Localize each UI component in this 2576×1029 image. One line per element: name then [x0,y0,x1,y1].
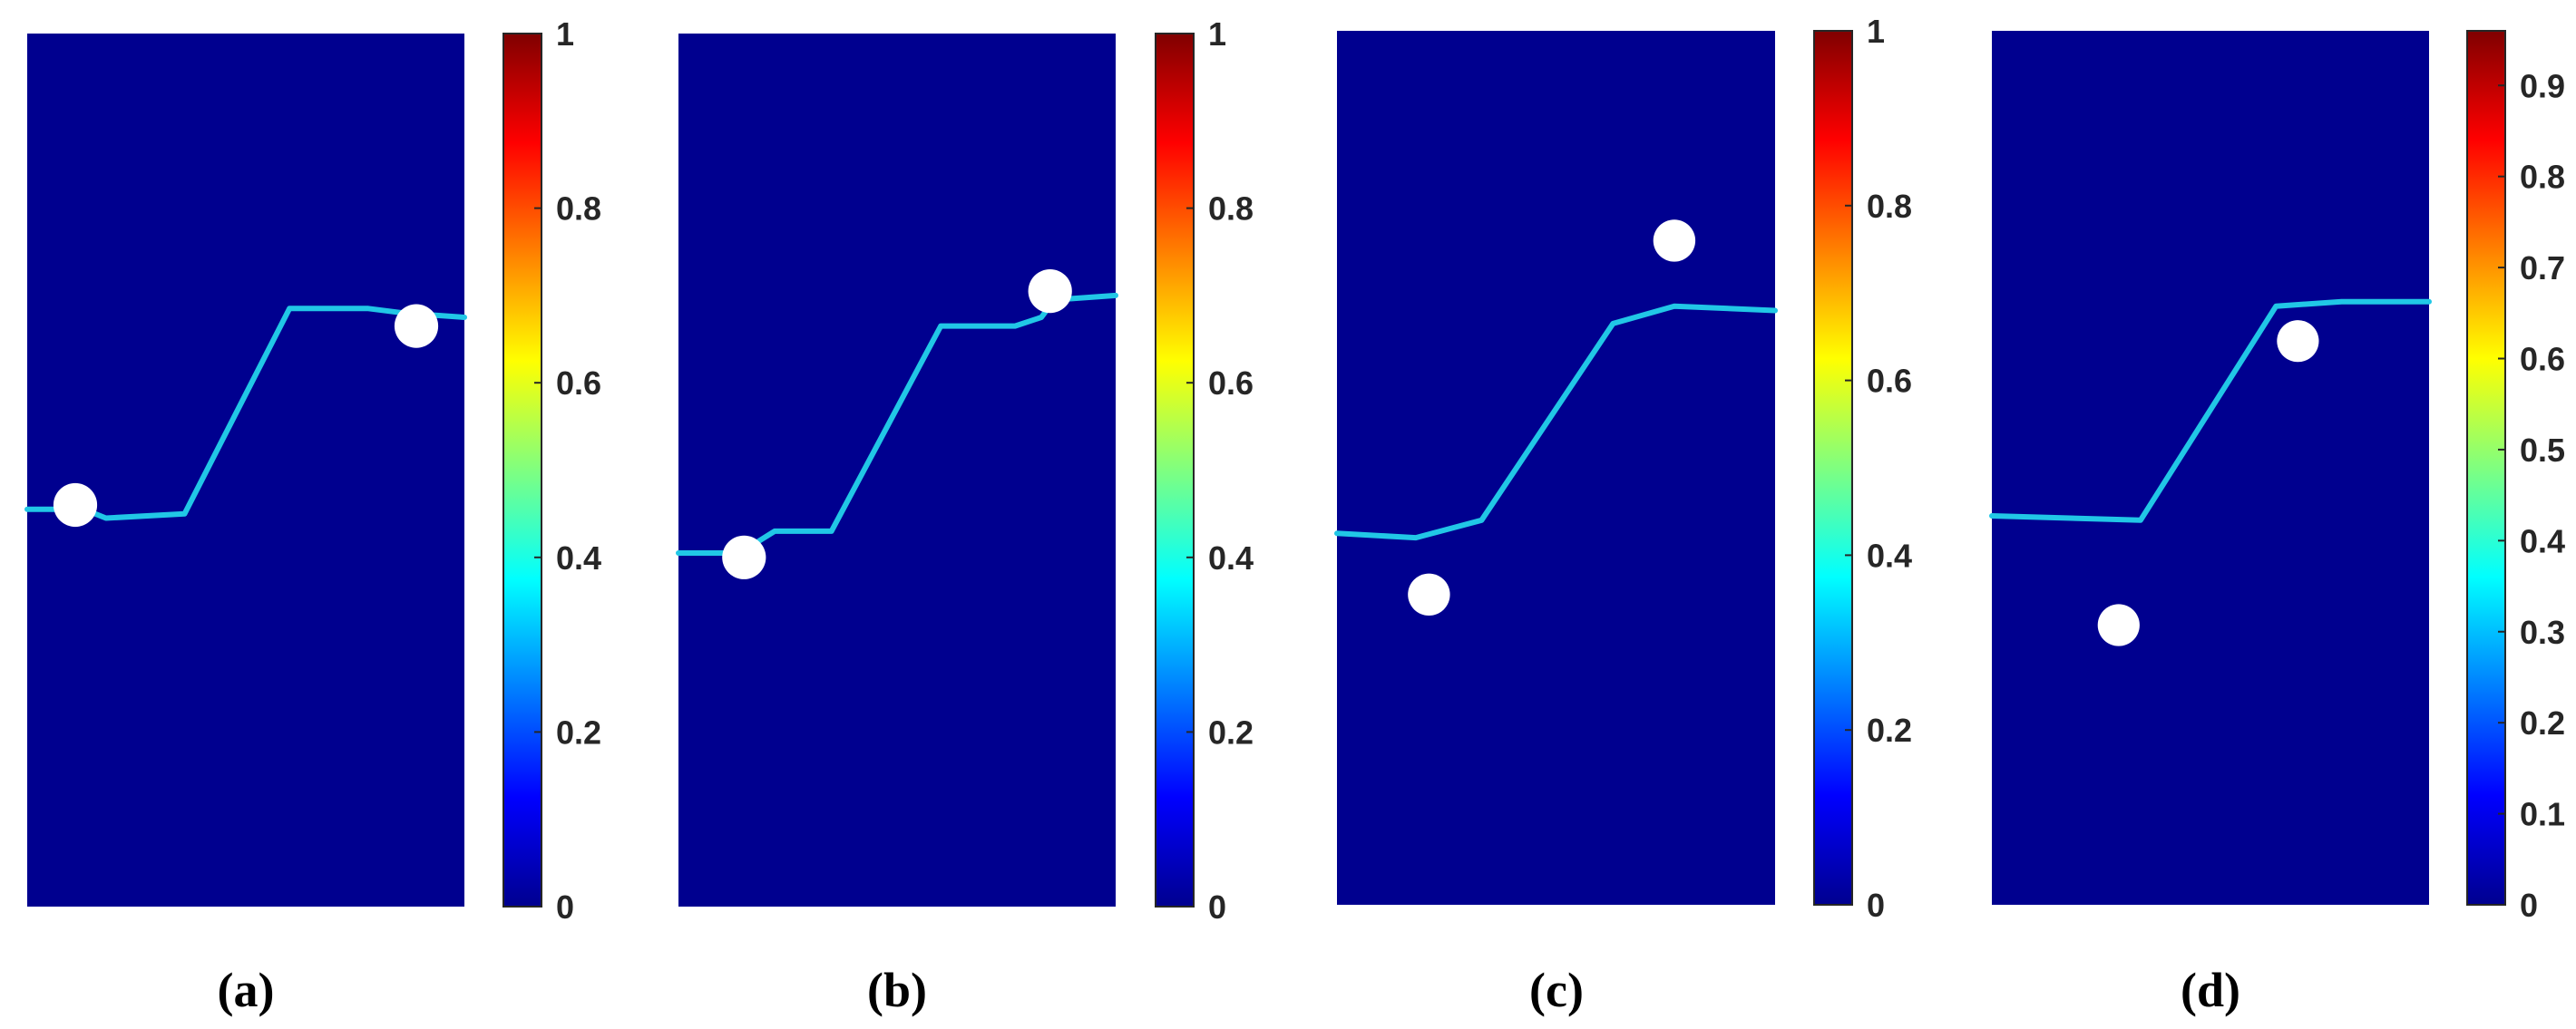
colorbar-tick-label-c: 0.8 [1867,188,1912,225]
colorbar-tick-label-d: 0.7 [2520,249,2565,286]
hole-a-2 [394,304,439,348]
colorbar-b [1155,33,1195,908]
colorbar-ticks-b: 0 0.2 0.4 0.6 0.8 1 [1186,15,1254,926]
panel-b: 0 0.2 0.4 0.6 0.8 1 (b) [676,15,1254,1017]
hole-b-2 [1028,269,1072,314]
colorbar-tick-label-c: 0 [1867,887,1885,924]
colorbar-tick-label-d: 0.3 [2520,614,2565,651]
colorbar-tick-label-c: 0.6 [1867,363,1912,400]
field-plot-c [1337,31,1775,905]
colorbar-tick-label-d: 0.2 [2520,704,2565,742]
caption-c: (c) [1529,963,1584,1017]
colorbar-tick-label-b: 0.8 [1208,190,1254,228]
colorbar-tick-label-c: 0.2 [1867,712,1912,749]
hole-b-1 [722,535,766,579]
colorbar-a [503,33,542,908]
hole-a-1 [53,482,98,528]
colorbar-tick-label-d: 0.9 [2520,67,2565,104]
colorbar-tick-label-d: 0.8 [2520,159,2565,196]
colorbar-d [2466,30,2506,906]
panel-d: 0 0.1 0.2 0.3 0.4 0.5 0.6 0.7 0.8 0.9 (d) [1989,30,2565,1017]
colorbar-tick-label-a: 0.4 [556,539,601,577]
colorbar-c [1813,30,1853,906]
colorbar-tick-label-a: 0.2 [556,714,601,751]
colorbar-tick-label-a: 0.8 [556,190,601,228]
colorbar-tick-label-b: 0.4 [1208,539,1254,577]
caption-b: (b) [867,963,927,1017]
caption-a: (a) [218,963,275,1017]
crack-path-d [1989,298,2432,523]
colorbar-tick-label-a: 0 [556,888,574,926]
colorbar-tick-label-c: 1 [1867,13,1885,50]
field-plot-d [1992,31,2429,905]
crack-path-c [1334,303,1778,541]
colorbar-ticks-a: 0 0.2 0.4 0.6 0.8 1 [534,15,601,926]
caption-d: (d) [2181,963,2240,1017]
colorbar-tick-label-d: 0 [2520,887,2538,924]
colorbar-ticks-c: 0 0.2 0.4 0.6 0.8 1 [1845,13,1912,924]
colorbar-tick-label-d: 0.6 [2520,341,2565,378]
colorbar-tick-label-b: 1 [1208,15,1226,53]
colorbar-ticks-d: 0 0.1 0.2 0.3 0.4 0.5 0.6 0.7 0.8 0.9 [2498,67,2565,924]
colorbar-tick-label-b: 0.6 [1208,364,1254,402]
panel-c: 0 0.2 0.4 0.6 0.8 1 (c) [1334,13,1912,1017]
colorbar-tick-label-d: 0.4 [2520,522,2565,559]
colorbar-tick-label-d: 0.1 [2520,796,2565,833]
hole-d-2 [2277,320,2319,363]
hole-c-1 [1408,573,1450,616]
colorbar-tick-label-a: 0.6 [556,364,601,402]
field-plot-a [27,34,464,907]
colorbar-tick-label-c: 0.4 [1867,537,1912,574]
colorbar-tick-label-a: 1 [556,15,574,53]
colorbar-tick-label-b: 0.2 [1208,714,1254,751]
field-plot-b [678,34,1116,907]
panel-a: 0 0.2 0.4 0.6 0.8 1 (a) [24,15,601,1017]
colorbar-tick-label-b: 0 [1208,888,1226,926]
colorbar-tick-label-d: 0.5 [2520,432,2565,469]
hole-d-1 [2097,604,2140,646]
hole-c-2 [1653,219,1696,262]
